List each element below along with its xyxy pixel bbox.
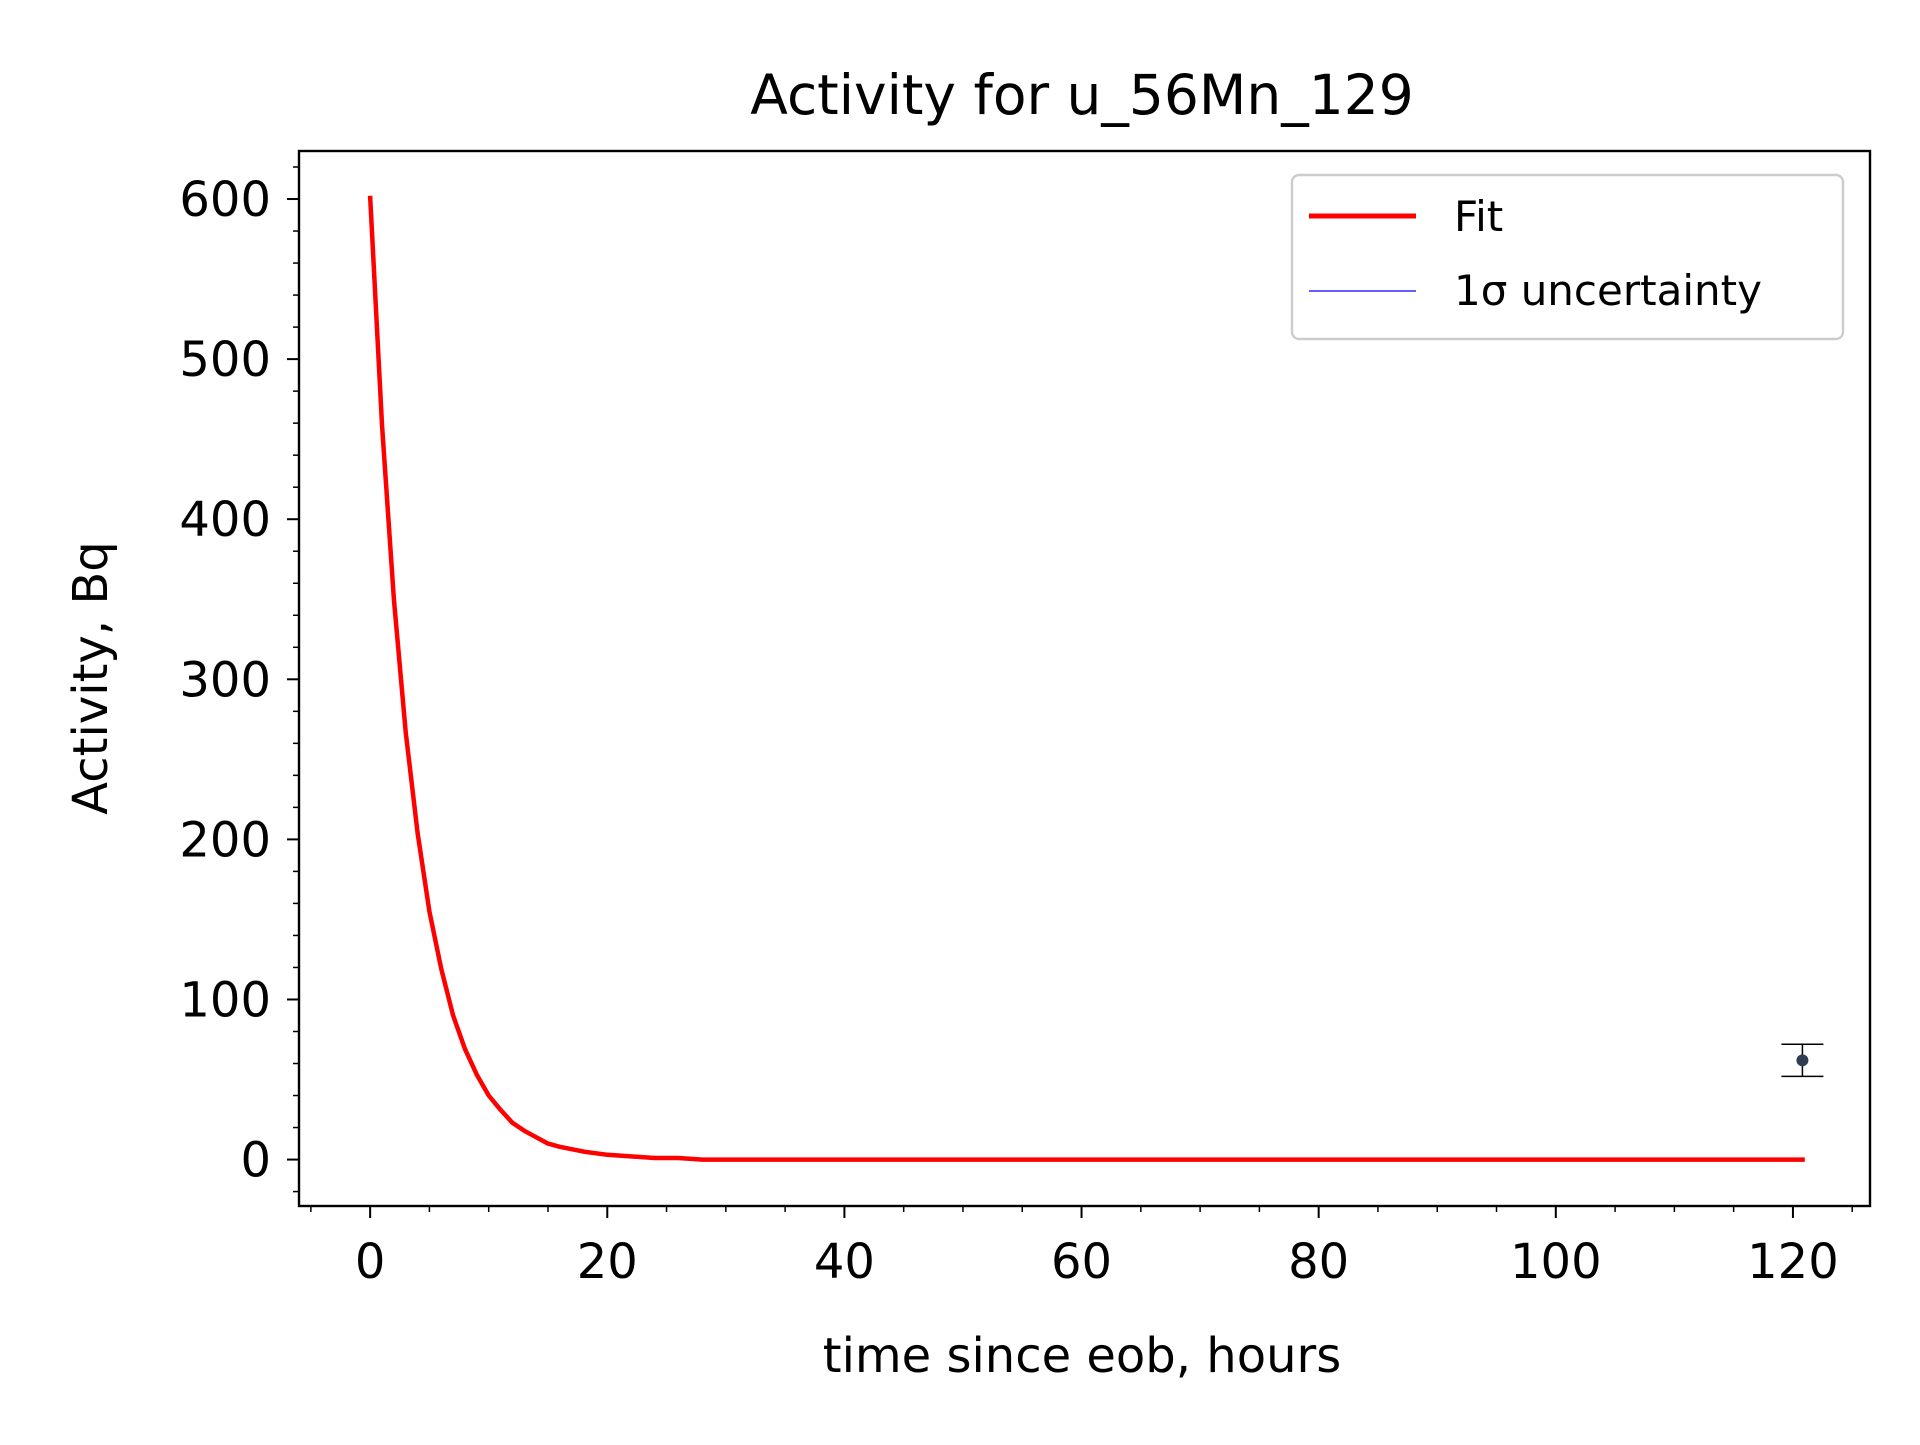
legend-uncertainty-label: 1σ uncertainty bbox=[1454, 266, 1762, 315]
legend: Fit 1σ uncertainty bbox=[1290, 173, 1845, 341]
y-tick-label: 300 bbox=[179, 652, 271, 708]
x-axis: 0 20 40 60 80 100 120 bbox=[310, 1206, 1853, 1290]
x-tick-label: 60 bbox=[1051, 1234, 1112, 1290]
x-tick-label: 0 bbox=[355, 1234, 386, 1290]
y-tick-label: 600 bbox=[179, 172, 271, 228]
x-axis-label: time since eob, hours bbox=[823, 1328, 1341, 1384]
x-tick-label: 100 bbox=[1510, 1234, 1602, 1290]
x-tick-label: 40 bbox=[814, 1234, 875, 1290]
y-tick-label: 100 bbox=[179, 972, 271, 1028]
legend-box bbox=[1290, 173, 1845, 341]
y-axis-label: Activity, Bq bbox=[63, 541, 119, 814]
plot-area bbox=[367, 195, 1824, 1162]
legend-fit-label: Fit bbox=[1454, 192, 1503, 241]
y-axis: 0 100 200 300 400 500 600 bbox=[179, 166, 299, 1193]
x-tick-label: 120 bbox=[1747, 1234, 1839, 1290]
series-layer bbox=[367, 195, 1824, 1162]
x-tick-label: 80 bbox=[1288, 1234, 1349, 1290]
y-tick-label: 500 bbox=[179, 332, 271, 388]
y-tick-label: 0 bbox=[240, 1133, 271, 1189]
fit-curve bbox=[367, 195, 1805, 1162]
chart-title: Activity for u_56Mn_129 bbox=[750, 63, 1413, 127]
data-point bbox=[1796, 1054, 1809, 1067]
y-tick-label: 200 bbox=[179, 812, 271, 868]
y-tick-label: 400 bbox=[179, 492, 271, 548]
x-tick-label: 20 bbox=[577, 1234, 638, 1290]
